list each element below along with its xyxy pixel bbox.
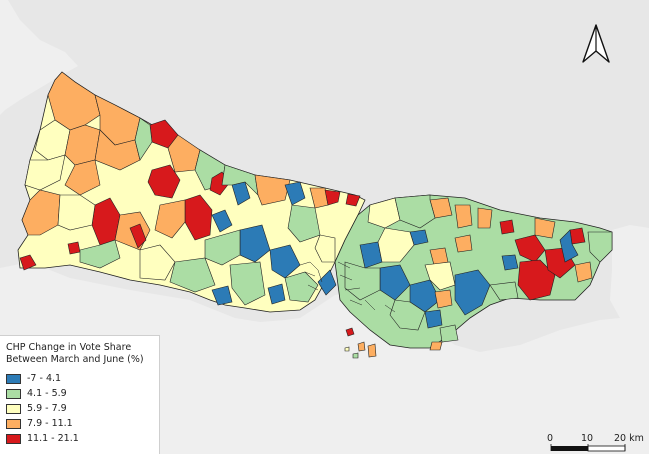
legend-item: 4.1 - 5.9: [6, 386, 153, 401]
district-polygon: [211, 209, 233, 233]
island-polygon: [345, 327, 355, 337]
district-polygon: [424, 261, 456, 291]
scale-tick-20: 20 km: [614, 433, 644, 444]
district-polygon: [57, 194, 96, 231]
legend-item: 5.9 - 7.9: [6, 401, 153, 416]
district-polygon: [439, 324, 459, 343]
district-polygon: [501, 254, 519, 271]
district-polygon: [129, 223, 147, 249]
district-polygon: [587, 231, 613, 263]
legend-label: 4.1 - 5.9: [27, 388, 67, 399]
legend-swatch: [6, 373, 21, 384]
district-polygon: [434, 289, 453, 309]
district-polygon: [569, 227, 586, 245]
district-polygon: [134, 117, 153, 161]
legend-label: 7.9 - 11.1: [27, 418, 73, 429]
legend-title-line1: CHP Change in Vote Share: [6, 342, 132, 353]
legend-swatch: [6, 388, 21, 399]
island-polygon: [357, 341, 366, 352]
district-polygon: [534, 217, 556, 239]
legend-swatch: [6, 403, 21, 414]
legend-swatch: [6, 418, 21, 429]
district-polygon: [389, 299, 426, 331]
district-polygon: [154, 199, 186, 239]
district-polygon: [499, 219, 515, 235]
district-polygon: [254, 174, 291, 206]
district-polygon: [139, 244, 176, 281]
district-polygon: [517, 259, 556, 301]
district-polygon: [211, 285, 233, 306]
district-polygon: [204, 229, 241, 266]
district-polygon: [267, 283, 286, 305]
district-polygon: [429, 341, 443, 351]
legend-label: -7 - 4.1: [27, 373, 62, 384]
district-polygon: [559, 229, 579, 263]
district-polygon: [79, 239, 121, 269]
district-polygon: [19, 254, 37, 271]
district-polygon: [344, 261, 381, 301]
legend-label: 11.1 - 21.1: [27, 433, 79, 444]
district-polygon: [454, 234, 473, 253]
surrounding-land-east: [610, 225, 649, 320]
district-polygon: [284, 181, 306, 206]
district-polygon: [477, 207, 493, 229]
district-polygon: [314, 234, 336, 263]
island-polygon: [344, 346, 350, 352]
legend-label: 5.9 - 7.9: [27, 403, 67, 414]
district-polygon: [317, 269, 337, 296]
district-polygon: [324, 189, 341, 206]
legend-title: CHP Change in Vote Share Between March a…: [6, 342, 153, 366]
district-polygon: [574, 261, 593, 283]
urban-core: [299, 261, 396, 313]
legend-title-line2: Between March and June (%): [6, 354, 144, 365]
district-polygon: [67, 241, 81, 255]
surrounding-land-south: [0, 262, 649, 454]
district-polygon: [229, 261, 266, 306]
island-polygon: [367, 343, 377, 358]
scale-tick-10: 10: [581, 433, 594, 444]
surrounding-land-west: [0, 0, 78, 115]
district-polygon: [377, 227, 415, 263]
island-polygon: [352, 352, 359, 359]
district-polygon: [64, 124, 101, 166]
scale-bar: [550, 444, 626, 452]
district-polygon: [287, 204, 321, 243]
district-polygon: [64, 159, 101, 196]
district-polygon: [409, 279, 441, 313]
district-polygon: [489, 281, 519, 301]
district-polygon: [514, 234, 546, 263]
district-polygon: [345, 193, 361, 207]
legend-item: 11.1 - 21.1: [6, 431, 153, 446]
district-polygon: [394, 194, 436, 229]
legend-swatch: [6, 433, 21, 444]
district-polygon: [24, 154, 66, 191]
district-polygon: [454, 204, 473, 229]
north-arrow-icon: [582, 24, 610, 63]
district-polygon: [284, 271, 319, 303]
district-polygon: [367, 197, 401, 229]
scale-tick-0: 0: [547, 433, 554, 444]
district-polygon: [147, 164, 181, 199]
legend-item: 7.9 - 11.1: [6, 416, 153, 431]
district-polygon: [424, 309, 443, 329]
map-legend: CHP Change in Vote Share Between March a…: [0, 335, 160, 454]
district-polygon: [269, 244, 301, 279]
district-polygon: [169, 257, 216, 293]
district-polygon: [454, 269, 491, 316]
legend-item: -7 - 4.1: [6, 371, 153, 386]
